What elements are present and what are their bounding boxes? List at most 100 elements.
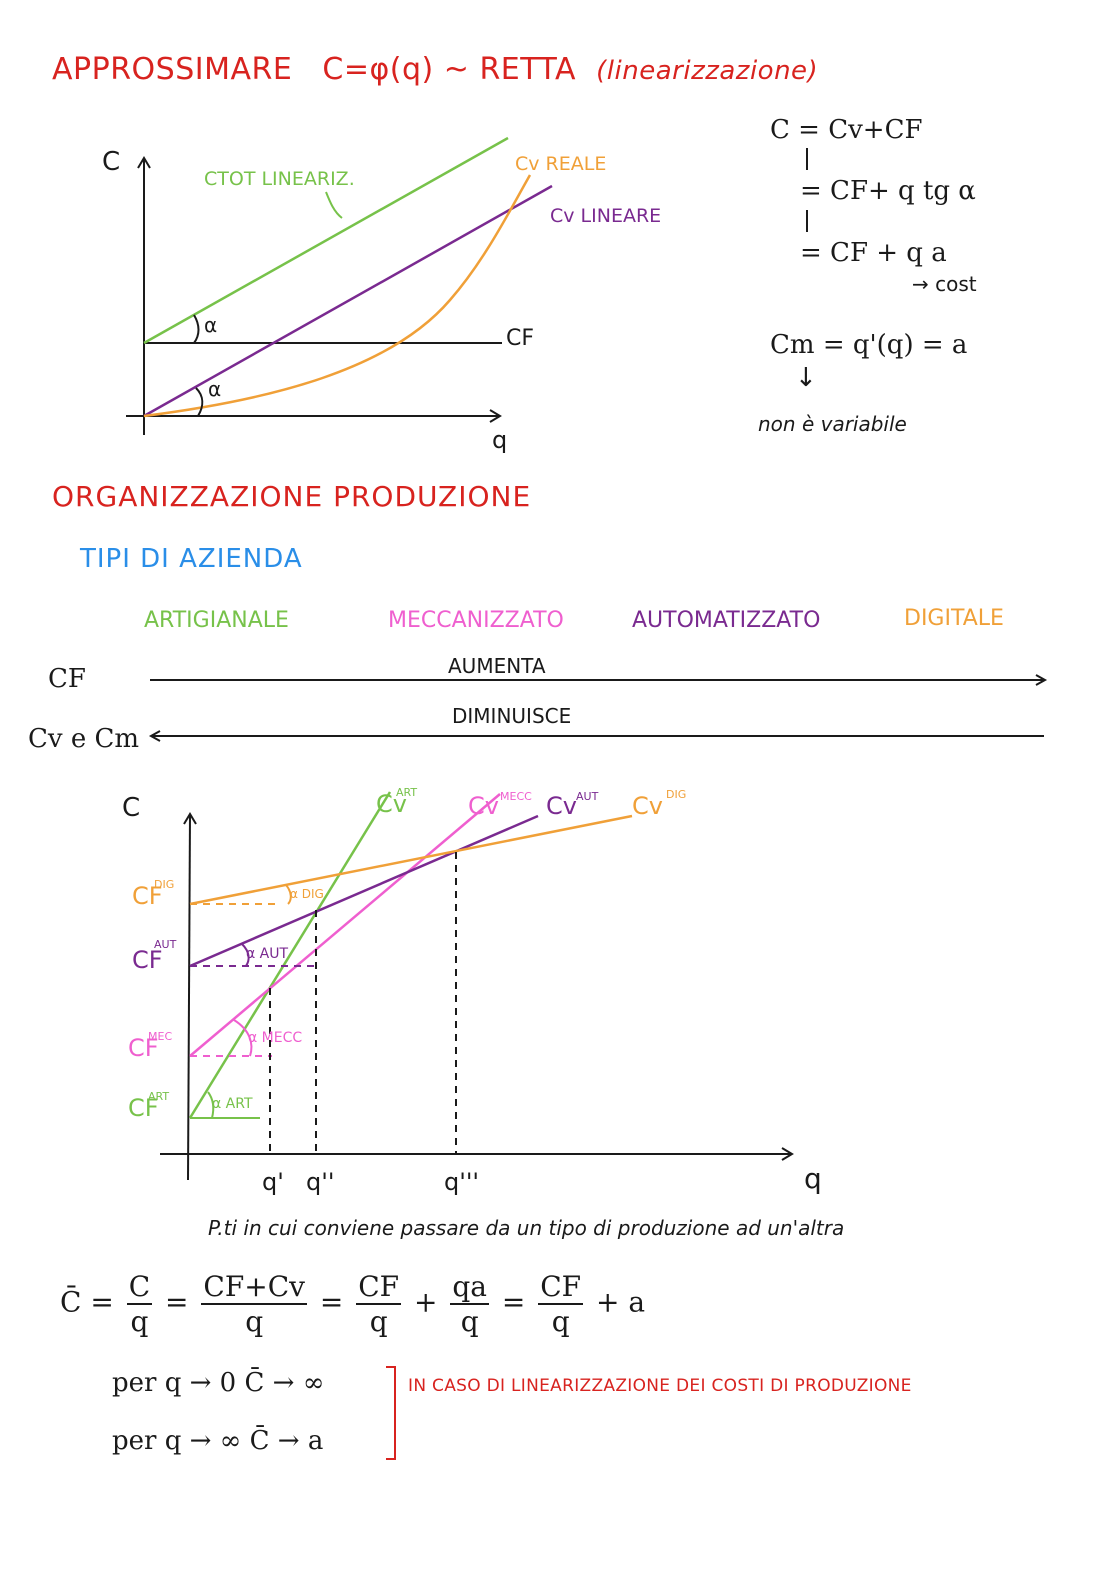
cv-aut-line (189, 814, 539, 968)
cv-decrease-arrow (148, 730, 1044, 742)
eq-line1: C = Cv+CF (770, 115, 923, 145)
cv-lineare-label: Cv LINEARE (550, 205, 661, 227)
eq-line3: = CF + q a (800, 238, 947, 268)
eq-cm: Cm = q'(q) = a (770, 330, 968, 360)
y-axis-arrow-2 (183, 812, 197, 825)
svg-text:AUT: AUT (576, 790, 599, 803)
svg-text:DIG: DIG (666, 788, 686, 801)
svg-text:Cv: Cv (468, 792, 499, 820)
type-digitale: DIGITALE (904, 606, 1004, 631)
y-axis-label-2: C (122, 793, 140, 823)
frac-qa-q: qa q (450, 1270, 489, 1338)
svg-text:CF: CF (128, 1034, 159, 1062)
cf-mec-label: CF MEC (128, 1030, 172, 1062)
frac-cf-q: CF q (356, 1270, 402, 1338)
svg-text:MECC: MECC (500, 790, 532, 803)
cf-aut-label: CF AUT (132, 938, 177, 974)
cf-trend-label: CF (48, 664, 86, 694)
section1-title: APPROSSIMARE C=φ(q) ~ RETTA (linearizzaz… (52, 52, 818, 87)
title-paren: (linearizzazione) (596, 56, 819, 86)
frac-cfcv-q: CF+Cv q (201, 1270, 307, 1338)
q1-label: q' (262, 1168, 284, 1196)
type-artigianale: ARTIGIANALE (144, 608, 289, 633)
cv-trend-text: DIMINUISCE (452, 704, 572, 728)
alpha-aut-arc (241, 943, 250, 967)
title-formula: C=φ(q) ~ RETTA (322, 52, 577, 87)
svg-text:CF: CF (128, 1094, 159, 1122)
linearization-note: IN CASO DI LINEARIZZAZIONE DEI COSTI DI … (408, 1376, 912, 1396)
x-axis-label-2: q (804, 1162, 822, 1195)
type-meccanizzato: MECCANIZZATO (388, 608, 564, 633)
cv-art-label: Cv ART (376, 786, 417, 818)
q3-label: q''' (444, 1168, 479, 1196)
alpha-arc-top (193, 314, 200, 344)
svg-text:CF: CF (132, 946, 163, 974)
y-axis-2 (187, 813, 191, 1181)
svg-text:MEC: MEC (148, 1030, 172, 1043)
frac-cf-q-final: CF q (538, 1270, 584, 1338)
svg-text:Cv: Cv (632, 792, 663, 820)
x-axis-label: q (492, 426, 507, 454)
alpha-dig-label: α DIG (290, 887, 324, 901)
section2-title: ORGANIZZAZIONE PRODUZIONE (52, 480, 532, 513)
title-prefix: APPROSSIMARE (52, 52, 293, 87)
cv-mecc-line (189, 793, 501, 1057)
eq-cm-note: non è variabile (758, 412, 907, 436)
limits-bracket (386, 1366, 396, 1460)
cf-increase-arrow (150, 674, 1048, 686)
cv-mecc-label: Cv MECC (468, 790, 532, 820)
alpha-label-bottom: α (208, 377, 221, 401)
x-axis-arrow (489, 409, 502, 423)
alpha-aut-label: α AUT (246, 946, 289, 962)
y-axis-arrow (137, 156, 151, 169)
svg-text:ART: ART (148, 1090, 169, 1103)
y-axis-label: C (102, 147, 120, 177)
svg-text:DIG: DIG (154, 878, 174, 891)
limit-q-to-infinity: per q → ∞ C̄ → a (112, 1426, 324, 1456)
alpha-dig-arc (285, 884, 292, 905)
alpha-label-top: α (204, 313, 217, 337)
x-axis-arrow-2 (781, 1147, 794, 1161)
alpha-mecc-arc (233, 1019, 253, 1057)
ctot-linear-line (143, 136, 509, 345)
eq-connector-1 (806, 148, 808, 170)
limit-q-to-zero: per q → 0 C̄ → ∞ (112, 1368, 325, 1398)
svg-text:AUT: AUT (154, 938, 177, 951)
cv-real-curve (143, 174, 532, 418)
svg-text:Cv: Cv (376, 790, 407, 818)
alpha-arc-bottom (195, 387, 204, 417)
plus-a: + a (596, 1285, 646, 1319)
svg-text:Cv: Cv (546, 792, 577, 820)
cf-label: CF (506, 326, 534, 351)
cv-reale-label: Cv REALE (515, 153, 606, 175)
type-automatizzato: AUTOMATIZZATO (632, 608, 821, 633)
eq-line3-note: → cost (912, 272, 977, 296)
eq-connector-2 (806, 210, 808, 232)
cf-trend-text: AUMENTA (448, 654, 546, 678)
switch-points-note: P.ti in cui conviene passare da un tipo … (208, 1216, 845, 1240)
cv-aut-label: Cv AUT (546, 790, 599, 820)
ctot-callout (325, 191, 343, 219)
down-arrow-icon: ↓ (795, 363, 817, 393)
cv-dig-line (189, 814, 633, 906)
cv-trend-label: Cv e Cm (28, 724, 140, 754)
cv-dig-label: Cv DIG (632, 788, 686, 820)
cv-linear-line (143, 184, 553, 418)
alpha-art-label: α ART (212, 1096, 253, 1112)
cv-art-line (188, 791, 392, 1119)
q2-label: q'' (306, 1168, 334, 1196)
alpha-art-arc (207, 1091, 215, 1119)
section2-subtitle: TIPI DI AZIENDA (80, 544, 303, 574)
cf-art-label: CF ART (128, 1090, 169, 1122)
eq-line2: = CF+ q tg α (800, 176, 976, 206)
production-types-graph: C q Cv ART Cv MECC Cv AUT Cv DIG CF DIG … (122, 786, 822, 1196)
svg-text:ART: ART (396, 786, 417, 799)
alpha-mecc-label: α MECC (248, 1030, 302, 1046)
cf-dig-label: CF DIG (132, 878, 174, 910)
ctot-label: CTOT LINEARIZ. (204, 168, 355, 190)
svg-text:CF: CF (132, 882, 163, 910)
cbar-symbol: C̄ (60, 1285, 82, 1319)
linearization-graph: C q CTOT LINEARIZ. Cv REALE Cv LINEARE C… (102, 136, 661, 454)
